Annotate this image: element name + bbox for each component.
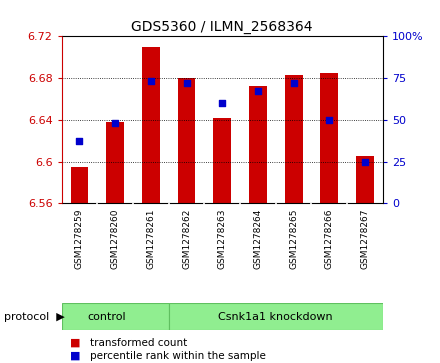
- Point: [147, 78, 154, 84]
- Text: GSM1278266: GSM1278266: [325, 208, 334, 269]
- Text: protocol  ▶: protocol ▶: [4, 312, 65, 322]
- Bar: [62, 303, 169, 330]
- Point: [183, 80, 190, 86]
- Bar: [142, 47, 160, 203]
- Text: control: control: [87, 312, 125, 322]
- Text: percentile rank within the sample: percentile rank within the sample: [90, 351, 266, 361]
- Bar: [320, 73, 338, 203]
- Title: GDS5360 / ILMN_2568364: GDS5360 / ILMN_2568364: [132, 20, 313, 34]
- Text: transformed count: transformed count: [90, 338, 187, 348]
- Point: [76, 139, 83, 144]
- Text: GSM1278261: GSM1278261: [147, 208, 155, 269]
- Bar: [178, 78, 195, 203]
- Text: GSM1278259: GSM1278259: [75, 208, 84, 269]
- Text: ■: ■: [70, 351, 81, 361]
- Bar: [285, 75, 303, 203]
- Point: [254, 89, 261, 94]
- Bar: [169, 303, 383, 330]
- Text: GSM1278262: GSM1278262: [182, 208, 191, 269]
- Bar: [249, 86, 267, 203]
- Point: [290, 80, 297, 86]
- Text: GSM1278264: GSM1278264: [253, 208, 262, 269]
- Text: Csnk1a1 knockdown: Csnk1a1 knockdown: [218, 312, 333, 322]
- Point: [112, 120, 119, 126]
- Text: GSM1278267: GSM1278267: [360, 208, 370, 269]
- Bar: [356, 156, 374, 203]
- Bar: [213, 118, 231, 203]
- Text: GSM1278265: GSM1278265: [289, 208, 298, 269]
- Bar: [106, 122, 124, 203]
- Point: [326, 117, 333, 123]
- Text: GSM1278263: GSM1278263: [218, 208, 227, 269]
- Point: [361, 159, 368, 164]
- Text: GSM1278260: GSM1278260: [110, 208, 120, 269]
- Bar: [70, 167, 88, 203]
- Text: ■: ■: [70, 338, 81, 348]
- Point: [219, 100, 226, 106]
